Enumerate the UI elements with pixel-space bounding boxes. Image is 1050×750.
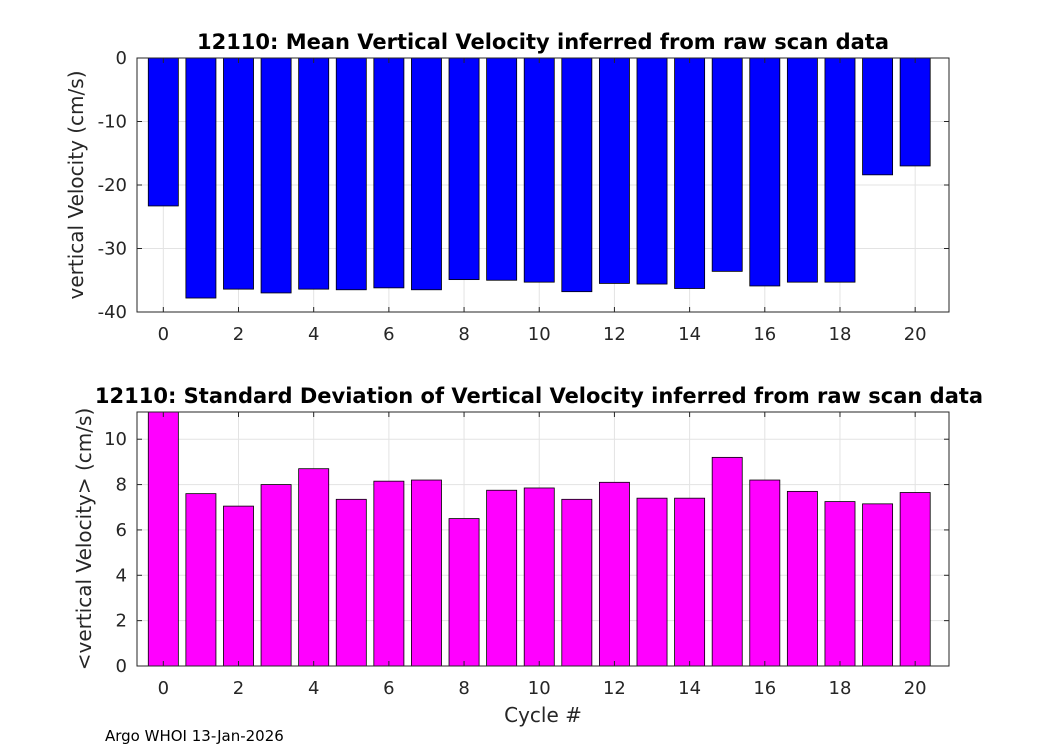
mean-velocity-xtick-label: 16 (753, 324, 776, 345)
std-velocity-bar-cycle-12 (598, 481, 630, 667)
mean-velocity-ytick-label: -40 (98, 302, 127, 323)
mean-velocity-bar-cycle-9 (486, 57, 518, 281)
footer-credit: Argo WHOI 13-Jan-2026 (105, 727, 284, 745)
std-velocity-xtick-label: 6 (383, 678, 394, 699)
std-velocity-xtick-label: 2 (233, 678, 244, 699)
mean-velocity-bar-cycle-19 (862, 57, 894, 176)
std-velocity-bar-cycle-20 (899, 492, 931, 667)
mean-velocity-xtick-label: 20 (904, 324, 927, 345)
mean-velocity-bar-cycle-2 (223, 57, 254, 290)
std-velocity-xlabel: Cycle # (504, 703, 582, 727)
std-velocity-bar-cycle-2 (223, 505, 254, 667)
std-velocity-ytick-label: 2 (116, 611, 127, 632)
std-velocity-bar-cycle-4 (298, 468, 330, 667)
std-velocity-ytick-label: 0 (116, 656, 127, 677)
std-velocity-bar-cycle-14 (674, 497, 706, 667)
std-velocity-ytick-label: 4 (116, 565, 127, 586)
mean-velocity-ytick-label: -30 (98, 239, 127, 260)
std-velocity-bar-cycle-7 (411, 479, 442, 667)
std-velocity-xtick-label: 18 (829, 678, 852, 699)
mean-velocity-ylabel: vertical Velocity (cm/s) (64, 71, 88, 300)
std-velocity-xtick-label: 10 (528, 678, 551, 699)
mean-velocity-xtick-label: 18 (829, 324, 852, 345)
std-velocity-bar-cycle-17 (786, 490, 818, 667)
mean-velocity-xtick-label: 14 (678, 324, 701, 345)
std-velocity-bar-cycle-8 (448, 518, 480, 667)
std-velocity-bar-cycle-16 (749, 479, 781, 667)
std-velocity-xtick-label: 8 (458, 678, 469, 699)
std-velocity-ytick-label: 8 (116, 475, 127, 496)
mean-velocity-panel: 0 2 4 6 8 10 12 14 16 18 20 0 -10 -20 -30 -40 12110: Me… (64, 30, 950, 345)
mean-velocity-bar-cycle-4 (298, 57, 330, 290)
mean-velocity-bar-cycle-15 (711, 57, 743, 272)
std-velocity-xtick-label: 16 (753, 678, 776, 699)
mean-velocity-title: 12110: Mean Vertical Velocity inferred f… (197, 30, 889, 54)
mean-velocity-bar-cycle-1 (185, 57, 217, 299)
mean-velocity-bar-cycle-18 (824, 57, 856, 283)
std-velocity-xtick-label: 20 (904, 678, 927, 699)
mean-velocity-xtick-label: 6 (383, 324, 394, 345)
std-velocity-ytick-label: 10 (104, 429, 127, 450)
std-velocity-xtick-label: 14 (678, 678, 701, 699)
std-velocity-xtick-label: 4 (308, 678, 319, 699)
std-velocity-bar-cycle-10 (523, 487, 555, 667)
std-velocity-bar-cycle-5 (335, 498, 367, 667)
mean-velocity-ytick-label: -20 (98, 175, 127, 196)
mean-velocity-bar-cycle-16 (749, 57, 781, 287)
std-velocity-bar-cycle-3 (260, 484, 292, 667)
std-velocity-bar-cycle-0 (147, 411, 179, 667)
std-velocity-xtick-label: 0 (158, 678, 169, 699)
std-velocity-title: 12110: Standard Deviation of Vertical Ve… (95, 384, 983, 408)
mean-velocity-bar-cycle-7 (411, 57, 442, 291)
std-velocity-ylabel: <vertical Velocity> (cm/s) (72, 408, 96, 671)
mean-velocity-bar-cycle-20 (899, 57, 931, 167)
std-velocity-ytick-label: 6 (116, 520, 127, 541)
mean-velocity-xtick-label: 0 (158, 324, 169, 345)
mean-velocity-bar-cycle-0 (147, 57, 179, 207)
mean-velocity-bar-cycle-3 (260, 57, 292, 294)
mean-velocity-bar-cycle-12 (598, 57, 630, 284)
std-velocity-bar-cycle-15 (711, 456, 743, 667)
std-velocity-bar-cycle-9 (486, 489, 518, 667)
mean-velocity-bar-cycle-6 (373, 57, 405, 289)
std-velocity-xtick-label: 12 (603, 678, 626, 699)
mean-velocity-bar-cycle-13 (636, 57, 668, 285)
mean-velocity-xtick-label: 4 (308, 324, 319, 345)
std-velocity-bar-cycle-18 (824, 501, 856, 667)
std-velocity-bar-cycle-13 (636, 497, 668, 667)
mean-velocity-xtick-label: 8 (458, 324, 469, 345)
std-velocity-panel: 0 2 4 6 8 10 12 14 16 18 20 0 2 4 6 8 10 12110: Standard… (72, 384, 983, 727)
mean-velocity-bar-cycle-5 (335, 57, 367, 291)
mean-velocity-bar-cycle-11 (561, 57, 593, 293)
mean-velocity-ytick-label: -10 (98, 112, 127, 133)
mean-velocity-bar-cycle-8 (448, 57, 480, 281)
mean-velocity-xtick-label: 12 (603, 324, 626, 345)
std-velocity-bar-cycle-19 (862, 503, 894, 667)
mean-velocity-xtick-label: 10 (528, 324, 551, 345)
mean-velocity-xtick-label: 2 (233, 324, 244, 345)
std-velocity-bar-cycle-6 (373, 480, 405, 667)
std-velocity-bar-cycle-11 (561, 498, 593, 667)
mean-velocity-bar-cycle-10 (523, 57, 555, 283)
mean-velocity-ytick-label: 0 (116, 48, 127, 69)
std-velocity-bar-cycle-1 (185, 493, 217, 667)
std-velocity-axes-box (136, 411, 950, 667)
mean-velocity-bar-cycle-17 (786, 57, 818, 283)
mean-velocity-bar-cycle-14 (674, 57, 706, 289)
